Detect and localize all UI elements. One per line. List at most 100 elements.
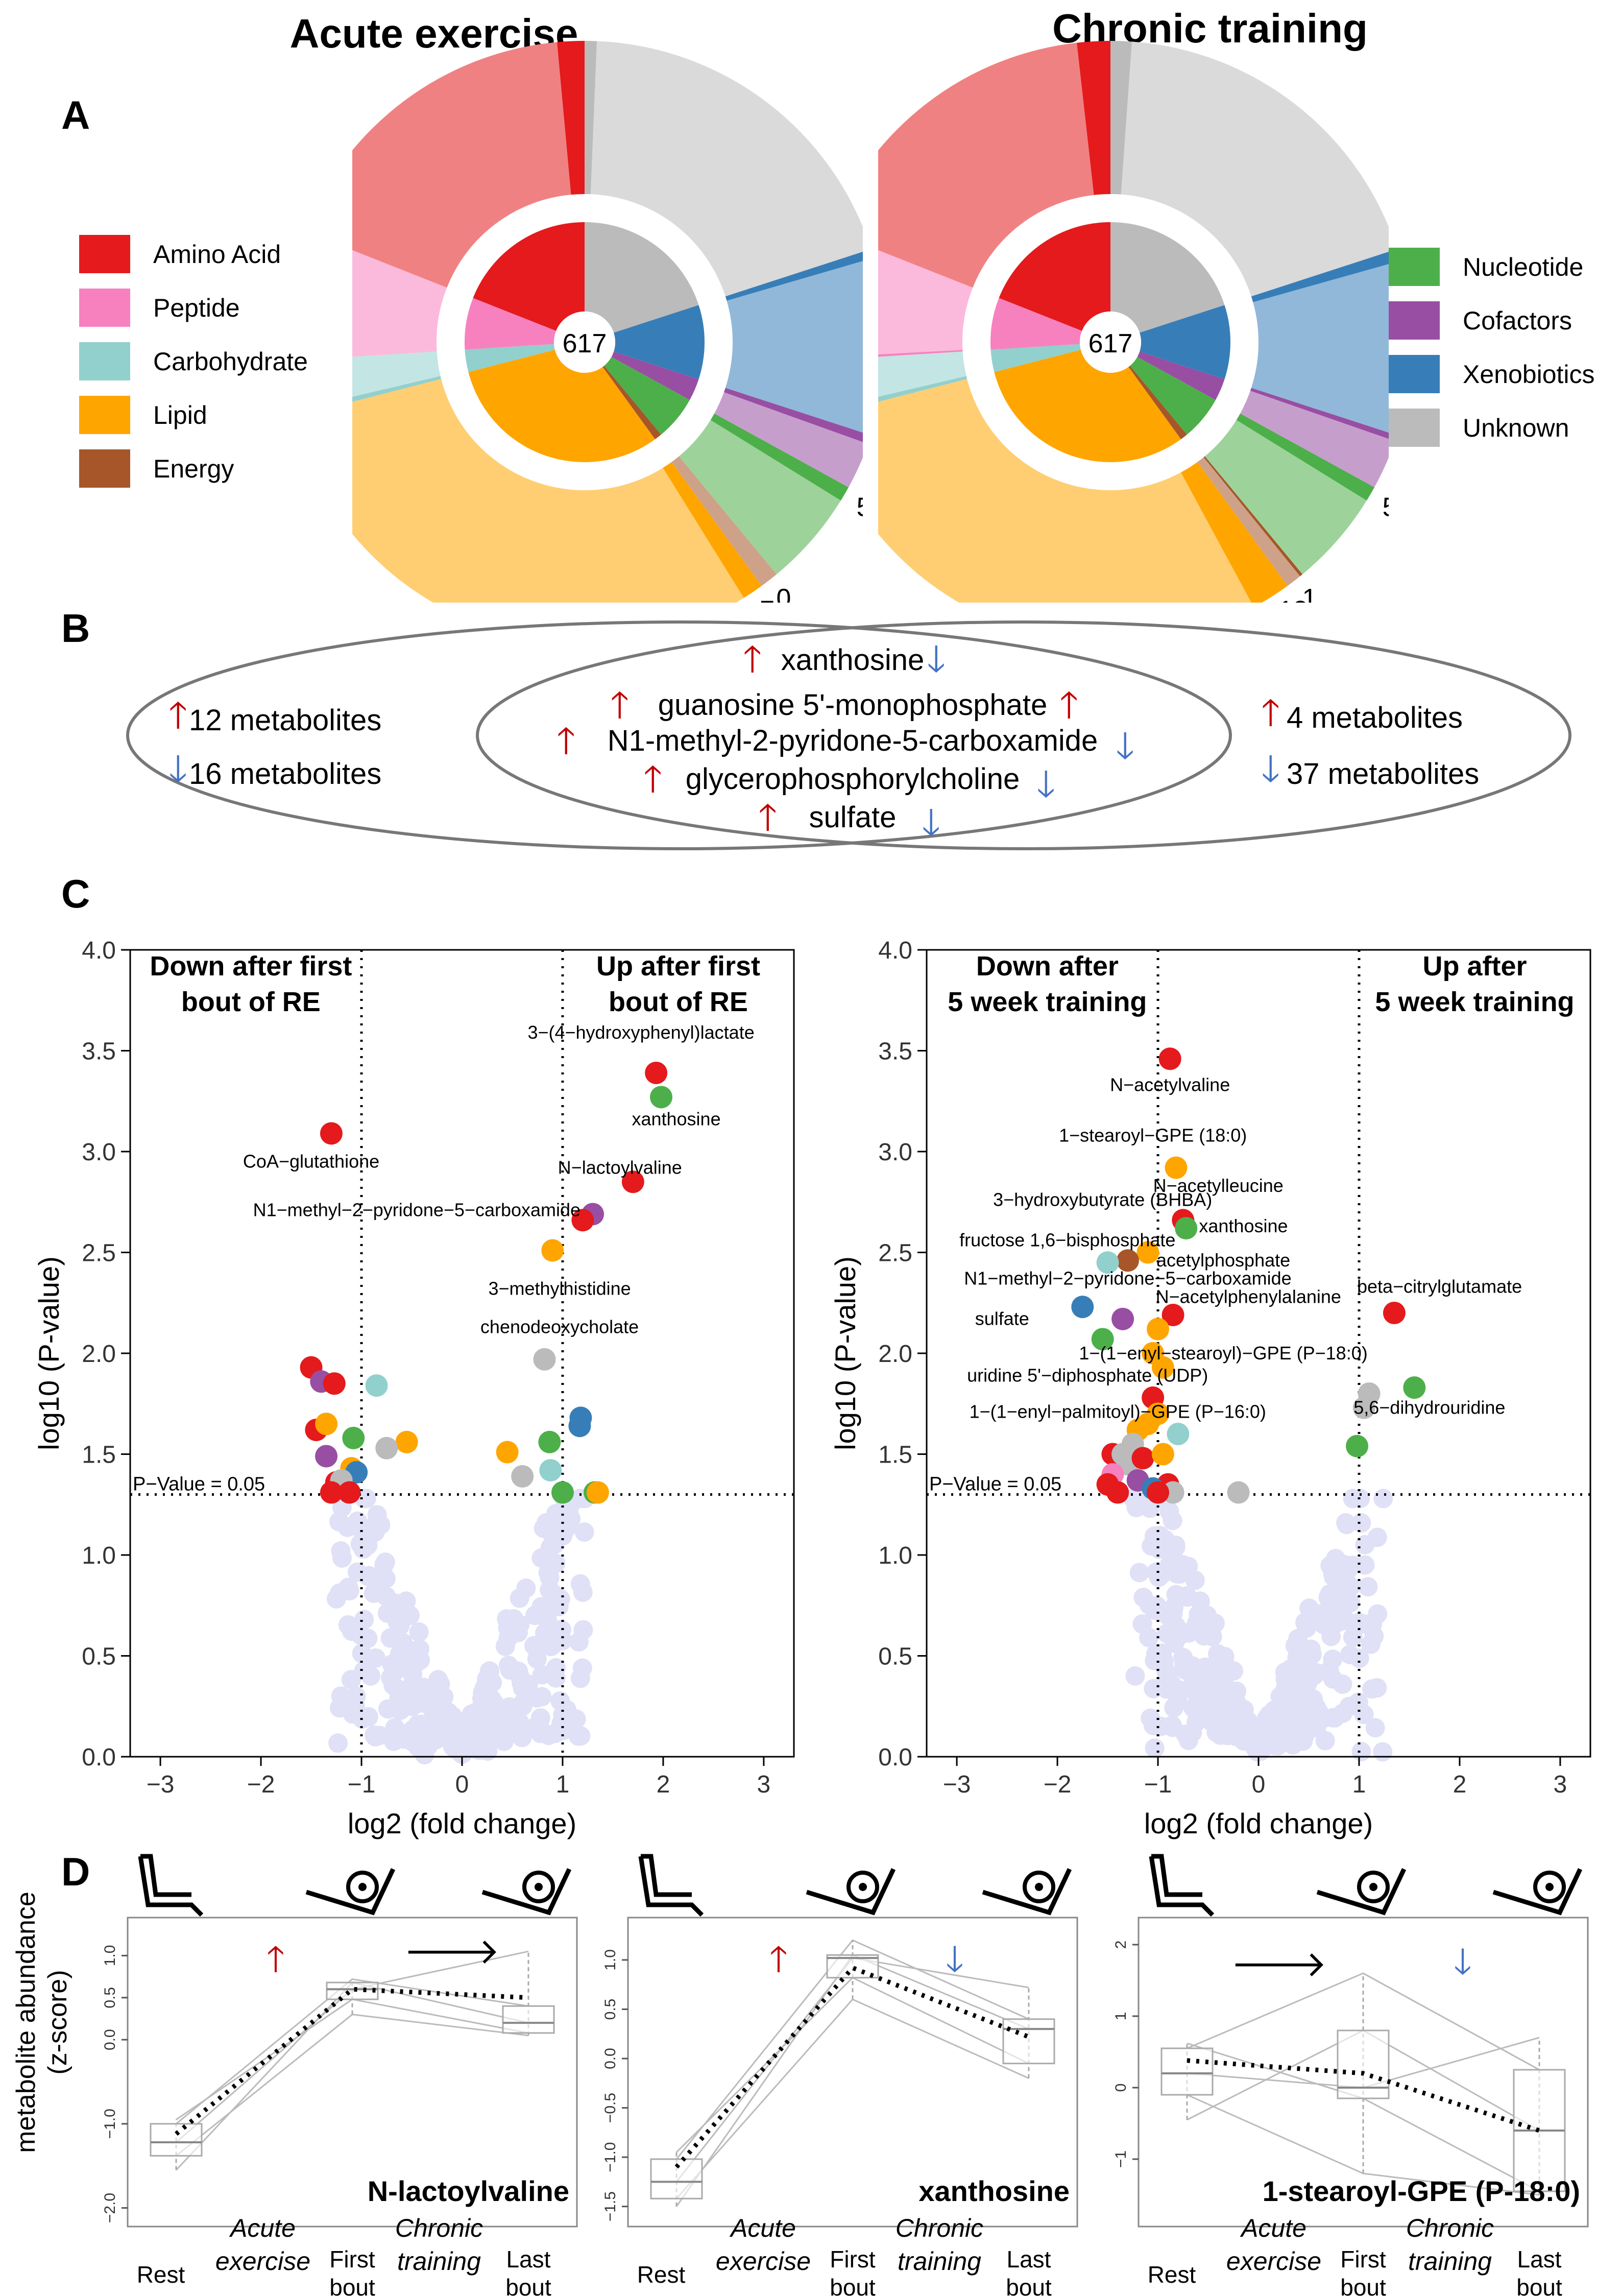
- subject-line: [176, 2014, 529, 2157]
- pie-outer-sig-slice: [710, 413, 849, 501]
- point-annotation: N−acetylphenylalanine: [1156, 1286, 1341, 1307]
- background-point: [1336, 1513, 1356, 1533]
- background-point: [1133, 1588, 1153, 1608]
- pie-outer-sig-slice: [878, 350, 963, 357]
- legend-item: Amino Acid: [79, 227, 308, 281]
- x-axis-label: log2 (fold change): [348, 1807, 576, 1839]
- background-point: [354, 1661, 374, 1681]
- point-annotation: acetylphosphate: [1156, 1250, 1290, 1271]
- background-point: [1311, 1604, 1331, 1623]
- x-tick-label: 1: [1352, 1771, 1366, 1798]
- phase-label: Acute: [1240, 2214, 1307, 2242]
- pie-outer-slice: [1121, 41, 1389, 297]
- background-point: [500, 1660, 520, 1680]
- data-point: [1106, 1481, 1129, 1504]
- background-point: [1358, 1577, 1378, 1597]
- venn-diagram: 🡑 12 metabolites 🡓 16 metabolites 🡑 4 me…: [126, 620, 1571, 850]
- subject-line: [176, 1998, 529, 2120]
- exercise-icon: [305, 1868, 396, 1916]
- legend-item: Peptide: [79, 281, 308, 334]
- background-point: [1177, 1587, 1197, 1607]
- background-point: [1351, 1513, 1371, 1533]
- data-point: [1227, 1481, 1250, 1504]
- legend-item: Unknown: [1389, 401, 1595, 455]
- y-tick-label: 2.0: [878, 1341, 912, 1368]
- y-tick-label: 3.5: [878, 1038, 912, 1065]
- y-tick-label: 0.0: [602, 2048, 619, 2069]
- background-point: [1302, 1644, 1322, 1664]
- point-annotation: 3−hydroxybutyrate (BHBA): [993, 1189, 1212, 1210]
- background-point: [1168, 1691, 1188, 1711]
- data-point: [1096, 1251, 1119, 1274]
- metabolite-name: 1-stearoyl-GPE (P-18:0): [1263, 2175, 1580, 2207]
- pie-inner-slice: [473, 222, 585, 331]
- exercise-icon: [859, 1883, 867, 1891]
- background-point: [530, 1724, 550, 1743]
- y-tick-label: 4.0: [82, 937, 116, 964]
- background-point: [540, 1580, 560, 1600]
- x-label-rest: Rest: [137, 2261, 185, 2288]
- data-point: [511, 1465, 534, 1488]
- pie-outer-sig-slice: [1203, 456, 1303, 577]
- y-tick-label: −1.5: [602, 2191, 619, 2221]
- exercise-icon: [982, 1868, 1072, 1916]
- x-tick-label: −3: [147, 1771, 175, 1798]
- pie-outer-slice: [878, 379, 1251, 603]
- x-label-bout: bout: [1516, 2274, 1562, 2296]
- phase-label: Chronic: [896, 2214, 983, 2242]
- phase-label: exercise: [1226, 2247, 1321, 2276]
- y-tick-label: 1: [1112, 2012, 1129, 2021]
- background-point: [356, 1489, 376, 1509]
- data-point: [1162, 1303, 1184, 1326]
- data-point: [342, 1426, 365, 1449]
- region-label: 5 week training: [1375, 987, 1574, 1017]
- x-tick-label: 3: [757, 1771, 771, 1798]
- background-point: [542, 1636, 562, 1656]
- y-tick-label: 0.5: [878, 1643, 912, 1670]
- pie-inner-slice: [602, 366, 661, 440]
- background-point: [1323, 1649, 1343, 1669]
- background-point: [531, 1597, 551, 1617]
- pie-outer-slice: [352, 379, 744, 603]
- background-point: [1144, 1679, 1164, 1699]
- up-arrow-icon: 🡑: [557, 721, 575, 761]
- background-point: [1295, 1612, 1315, 1632]
- background-point: [430, 1674, 450, 1694]
- pie-chart-chronic: 74251132111617: [878, 31, 1389, 603]
- pie-outer-slice: [878, 250, 973, 354]
- data-point: [1151, 1356, 1174, 1379]
- background-point: [510, 1588, 529, 1608]
- phase-label: Acute: [729, 2214, 796, 2242]
- subject-line: [675, 1939, 1029, 2160]
- exercise-icon: [535, 1883, 543, 1891]
- background-point: [332, 1548, 352, 1568]
- background-point: [1159, 1501, 1179, 1521]
- y-axis-label: log10 (P-value): [829, 1256, 861, 1450]
- pie-center-hole: [554, 312, 615, 373]
- down-arrow-icon: 🡓: [922, 802, 940, 843]
- legend-swatch: [79, 289, 130, 327]
- background-point: [1354, 1614, 1374, 1634]
- y-tick-label: −0.5: [602, 2093, 619, 2123]
- pie-center-hole: [1080, 312, 1141, 373]
- exercise-icon: [1316, 1868, 1407, 1916]
- background-point: [1193, 1675, 1213, 1695]
- data-point: [1175, 1217, 1198, 1240]
- legend-item: Cofactors: [1389, 294, 1595, 347]
- y-tick-label: 0.0: [878, 1744, 912, 1771]
- left-up-count: 12 metabolites: [189, 704, 381, 737]
- background-point: [371, 1515, 391, 1535]
- y-tick-label: 0: [1112, 2084, 1129, 2092]
- background-point: [513, 1696, 533, 1716]
- venn-ellipse-chronic: [476, 620, 1571, 850]
- pie-outer-sig-slice: [1110, 41, 1132, 195]
- y-tick-label: 2.5: [878, 1240, 912, 1267]
- exercise-icon: [522, 1871, 555, 1903]
- pie-count-label: 5: [857, 492, 863, 522]
- point-annotation: N1−methyl−2−pyridone−5−carboxamide: [253, 1199, 580, 1220]
- panel-label-b: B: [61, 606, 90, 651]
- boxplot-xanthosine: −1.5 −1.0 −0.5 0.0 0.5 1.0 xanthosine Acute exer…: [602, 1854, 1078, 2296]
- legend-item: Lipid: [79, 388, 308, 442]
- point-annotation: fructose 1,6−bisphosphate: [959, 1230, 1175, 1251]
- pie-inner-slice: [1140, 305, 1230, 379]
